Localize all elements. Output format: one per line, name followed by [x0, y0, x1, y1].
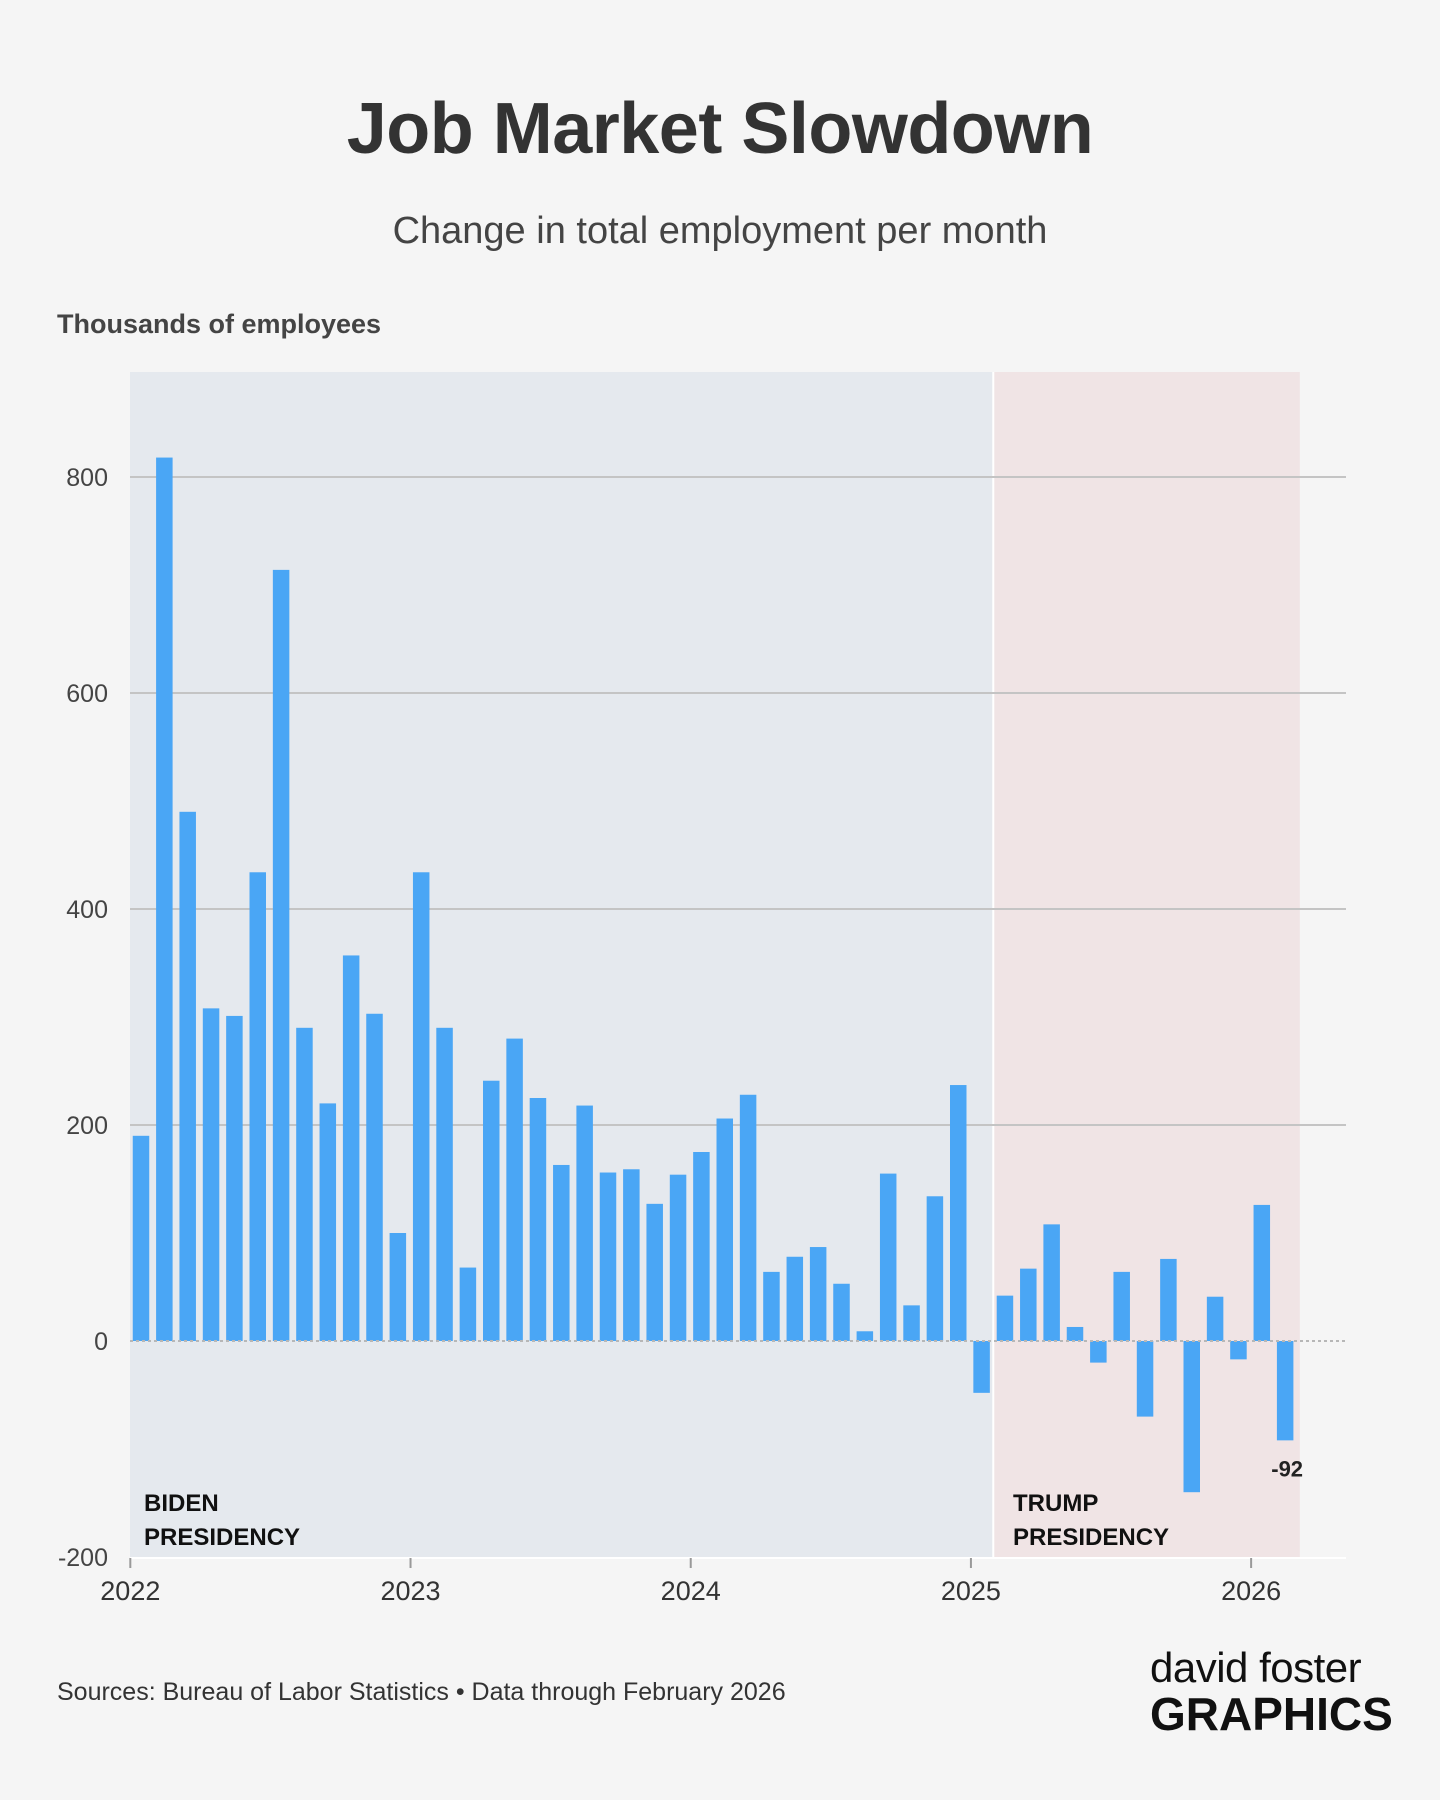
y-tick-label: 200 — [66, 1112, 108, 1140]
x-tick-label: 2022 — [100, 1576, 160, 1606]
bar — [156, 457, 173, 1341]
y-tick-label: 800 — [66, 464, 108, 492]
bar — [296, 1027, 313, 1341]
bar — [809, 1247, 827, 1341]
bar — [996, 1295, 1014, 1341]
chart-title: Job Market Slowdown — [346, 89, 1094, 169]
bar — [483, 1080, 500, 1341]
bar — [553, 1164, 570, 1341]
y-axis-label: Thousands of employees — [57, 309, 382, 339]
bar — [1020, 1268, 1037, 1341]
trump-label-line-1: TRUMP — [1013, 1490, 1098, 1517]
bar — [179, 811, 196, 1341]
bar — [950, 1085, 967, 1341]
chart-subtitle: Change in total employment per month — [392, 210, 1048, 252]
bar — [1276, 1341, 1294, 1441]
bar — [1043, 1224, 1060, 1341]
bar — [272, 569, 290, 1341]
bar — [973, 1341, 990, 1393]
bar — [786, 1256, 804, 1341]
bar — [833, 1283, 850, 1341]
trump-label-line-2: PRESIDENCY — [1013, 1524, 1169, 1551]
bar — [506, 1038, 523, 1341]
x-tick-label: 2023 — [380, 1576, 440, 1606]
bar — [389, 1233, 407, 1341]
y-tick-label: 600 — [66, 680, 108, 708]
x-tick-label: 2024 — [661, 1576, 721, 1606]
bar — [1113, 1271, 1130, 1341]
bar — [459, 1267, 477, 1341]
bar — [646, 1203, 663, 1341]
brand-logo: david foster GRAPHICS — [1150, 1644, 1393, 1740]
source-note: Sources: Bureau of Labor Statistics • Da… — [57, 1678, 786, 1706]
bar — [412, 872, 430, 1341]
bar — [1253, 1204, 1271, 1341]
bar — [1066, 1326, 1084, 1341]
bar — [739, 1094, 757, 1341]
bar — [926, 1196, 944, 1341]
last-value-label: -92 — [1271, 1456, 1303, 1481]
bar — [576, 1105, 593, 1341]
bar — [342, 955, 360, 1341]
biden-label-line-2: PRESIDENCY — [144, 1524, 300, 1551]
bar — [1090, 1341, 1107, 1363]
y-tick-label: -200 — [58, 1544, 108, 1572]
x-tick-label: 2025 — [941, 1576, 1001, 1606]
biden-label-line-1: BIDEN — [144, 1490, 219, 1517]
x-tick-label: 2026 — [1221, 1576, 1281, 1606]
bar — [226, 1015, 243, 1341]
bar — [879, 1173, 897, 1341]
bar — [763, 1271, 780, 1341]
bar — [1206, 1296, 1224, 1341]
bar — [529, 1098, 547, 1341]
bar — [903, 1305, 920, 1341]
bar — [366, 1013, 383, 1341]
bar — [623, 1169, 640, 1341]
bar-chart: -200 0 200 400 600 800 2022 2023 2024 2025 2026 BID… — [58, 372, 1346, 1606]
bar — [856, 1331, 874, 1341]
y-tick-label: 400 — [66, 896, 108, 924]
bar — [1230, 1341, 1247, 1360]
y-tick-label: 0 — [94, 1328, 108, 1356]
bar — [319, 1103, 337, 1341]
bar — [436, 1027, 453, 1341]
bar — [599, 1172, 617, 1341]
logo-line-1: david foster — [1150, 1644, 1362, 1691]
bar — [202, 1008, 220, 1341]
bar — [1183, 1341, 1200, 1493]
bar — [249, 872, 266, 1341]
bar — [1160, 1258, 1177, 1341]
bar — [132, 1135, 150, 1341]
logo-line-2: GRAPHICS — [1150, 1688, 1393, 1740]
bar — [1136, 1341, 1154, 1417]
bar — [716, 1118, 733, 1341]
bar — [693, 1152, 710, 1341]
bar — [669, 1174, 687, 1341]
